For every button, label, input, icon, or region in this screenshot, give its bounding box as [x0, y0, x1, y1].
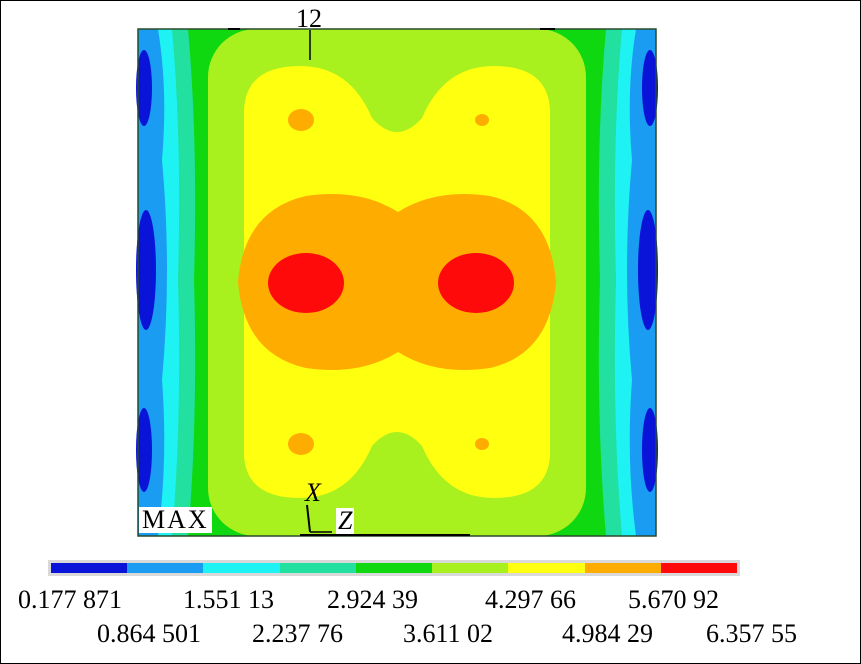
legend-value: 6.357 55 [706, 619, 797, 648]
legend-value: 0.177 871 [18, 585, 122, 614]
triad-x-axis [306, 504, 311, 533]
orange-spot [475, 114, 489, 126]
edge-lobe [642, 50, 658, 126]
edge-lobe [136, 50, 152, 126]
legend-swatch [432, 563, 509, 573]
legend-swatch [203, 563, 280, 573]
max-label: MAX [139, 507, 212, 533]
legend-swatch [660, 563, 737, 573]
legend-swatch [127, 563, 204, 573]
legend-value: 5.670 92 [628, 585, 719, 614]
legend-value: 1.551 13 [183, 585, 274, 614]
edge-lobe [136, 408, 152, 492]
legend-swatch [584, 563, 661, 573]
orange-spot [288, 433, 314, 455]
orange-spot [475, 438, 489, 450]
legend-value: 3.611 02 [403, 619, 494, 648]
legend-value: 4.297 66 [485, 585, 576, 614]
edge-lobe [136, 210, 156, 330]
legend-swatch [279, 563, 356, 573]
legend-value: 2.237 76 [252, 619, 343, 648]
legend-value: 0.864 501 [97, 619, 201, 648]
edge-lobe [642, 408, 658, 492]
edge-lobe [638, 210, 658, 330]
legend-colorbar [48, 560, 740, 576]
red-peak [268, 253, 344, 313]
node-label: 12 [296, 4, 322, 33]
red-peak [438, 253, 514, 313]
axis-x-label: X [305, 478, 321, 507]
legend-value: 2.924 39 [327, 585, 418, 614]
band-orange [238, 194, 556, 370]
legend-swatch [355, 563, 433, 573]
orange-spot [288, 109, 314, 131]
legend-swatch [51, 563, 128, 573]
legend-swatch [508, 563, 585, 573]
axis-z-label: Z [336, 506, 355, 535]
legend-value: 4.984 29 [562, 619, 653, 648]
